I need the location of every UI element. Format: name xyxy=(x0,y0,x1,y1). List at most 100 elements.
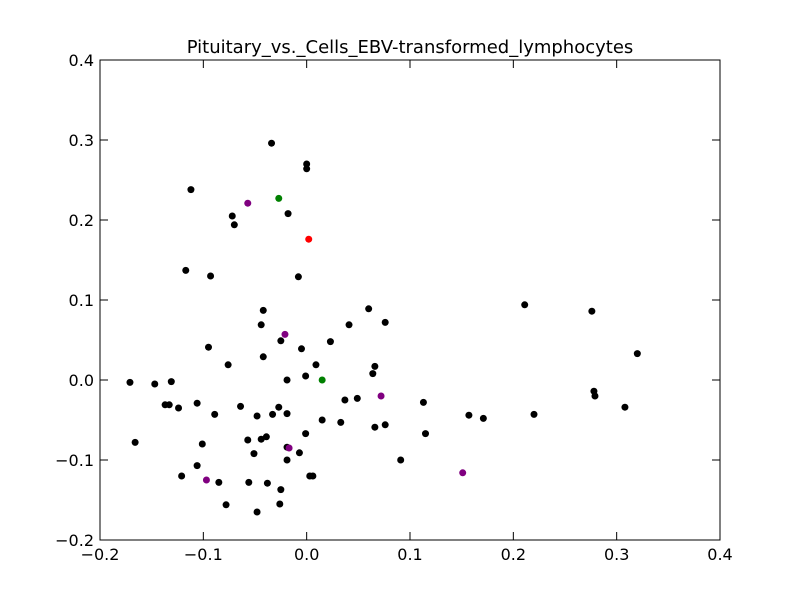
y-tick-label: 0.0 xyxy=(69,371,94,390)
data-point xyxy=(302,430,310,438)
data-point xyxy=(161,401,169,409)
data-point xyxy=(397,456,405,464)
data-point xyxy=(294,273,302,281)
data-point xyxy=(275,194,283,202)
chart-title: Pituitary_vs._Cells_EBV-transformed_lymp… xyxy=(187,37,634,58)
data-point xyxy=(305,235,313,243)
data-point xyxy=(295,449,303,457)
data-point xyxy=(178,472,186,480)
data-point xyxy=(530,410,538,418)
data-point xyxy=(228,212,236,220)
data-point xyxy=(257,321,265,329)
data-point xyxy=(175,404,183,412)
data-point xyxy=(377,392,385,400)
data-point xyxy=(182,266,190,274)
data-point xyxy=(371,362,379,370)
data-point xyxy=(521,301,529,309)
data-point xyxy=(268,139,276,147)
plot-frame xyxy=(99,59,721,541)
data-point xyxy=(244,199,252,207)
points-layer xyxy=(126,139,641,516)
data-point xyxy=(126,378,134,386)
data-point xyxy=(326,338,334,346)
data-point xyxy=(207,272,215,280)
data-point xyxy=(381,421,389,429)
data-point xyxy=(222,501,230,509)
data-point xyxy=(276,500,284,508)
x-tick-label: 0.3 xyxy=(604,545,629,564)
x-tick-label: 0.2 xyxy=(501,545,526,564)
data-point xyxy=(215,478,223,486)
data-point xyxy=(187,186,195,194)
data-point xyxy=(193,462,201,470)
data-point xyxy=(459,469,467,477)
data-point xyxy=(237,402,245,410)
data-point xyxy=(369,370,377,378)
data-point xyxy=(371,423,379,431)
y-tick-label: 0.1 xyxy=(69,291,94,310)
data-point xyxy=(263,479,271,487)
data-point xyxy=(365,305,373,313)
x-tick-label: 0.1 xyxy=(397,545,422,564)
data-point xyxy=(419,398,427,406)
data-point xyxy=(312,361,320,369)
data-point xyxy=(318,416,326,424)
ticks-layer: −0.2 −0.1 0.0 0.1 0.2 0.3 0.4 −0.2 −0.1 0.0 0.1 0.2… xyxy=(55,51,733,564)
data-point xyxy=(202,476,210,484)
data-point xyxy=(285,444,293,452)
data-point xyxy=(131,438,139,446)
data-point xyxy=(465,411,473,419)
y-tick-label: 0.2 xyxy=(69,211,94,230)
data-point xyxy=(277,486,285,494)
data-point xyxy=(353,394,361,402)
data-point xyxy=(250,450,258,458)
data-point xyxy=(253,508,261,516)
data-point xyxy=(633,350,641,358)
x-tick-label: 0.0 xyxy=(294,545,319,564)
data-point xyxy=(318,376,326,384)
y-tick-label: −0.2 xyxy=(55,531,94,550)
data-point xyxy=(341,396,349,404)
data-point xyxy=(245,478,253,486)
data-point xyxy=(283,456,291,464)
data-point xyxy=(281,330,289,338)
data-point xyxy=(309,472,317,480)
y-tick-label: −0.1 xyxy=(55,451,94,470)
data-point xyxy=(303,165,311,173)
data-point xyxy=(257,435,265,443)
data-point xyxy=(198,440,206,448)
x-tick-label: −0.2 xyxy=(81,545,120,564)
data-point xyxy=(621,403,629,411)
data-point xyxy=(193,399,201,407)
data-point xyxy=(230,221,238,229)
data-point xyxy=(302,372,310,380)
data-point xyxy=(253,412,261,420)
data-point xyxy=(479,414,487,422)
y-tick-label: 0.3 xyxy=(69,131,94,150)
data-point xyxy=(224,361,232,369)
data-point xyxy=(259,353,267,361)
data-point xyxy=(422,430,429,438)
y-tick-label: 0.4 xyxy=(69,51,94,70)
data-point xyxy=(381,318,389,326)
x-tick-label: −0.1 xyxy=(184,545,223,564)
data-point xyxy=(283,376,291,384)
data-point xyxy=(303,160,311,168)
data-point xyxy=(298,345,305,353)
data-point xyxy=(591,392,599,400)
data-point xyxy=(259,306,267,314)
data-point xyxy=(151,380,159,388)
data-point xyxy=(244,436,252,444)
x-tick-label: 0.4 xyxy=(707,545,732,564)
data-point xyxy=(211,410,219,418)
data-point xyxy=(588,307,596,315)
data-point xyxy=(283,410,291,418)
data-point xyxy=(284,210,292,218)
data-point xyxy=(205,343,212,351)
data-point xyxy=(269,410,277,418)
data-point xyxy=(345,321,353,329)
data-point xyxy=(167,378,175,386)
data-point xyxy=(275,403,283,411)
